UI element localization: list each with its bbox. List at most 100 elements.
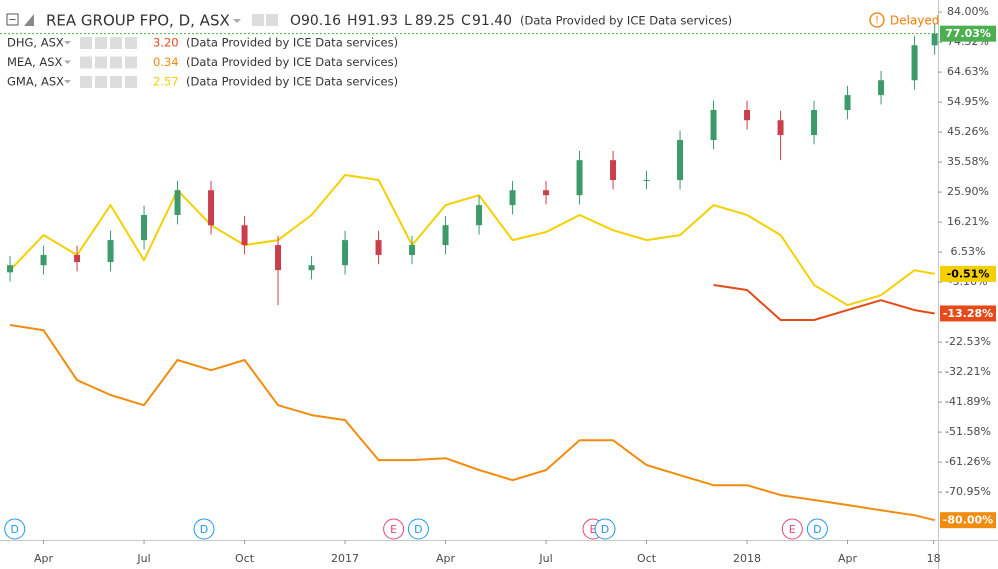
ohlc-legend: O 90.16 H 91.93 L 89.25 C 91.40: [290, 13, 512, 29]
candle-body: [308, 265, 315, 271]
row-button[interactable]: [80, 56, 92, 69]
x-tick-label: 2018: [733, 552, 761, 565]
y-tick-label: -41.89%: [945, 395, 991, 408]
candle-body: [375, 240, 382, 255]
row-button[interactable]: [95, 37, 107, 49]
y-tick-label: -22.53%: [945, 335, 991, 348]
y-tick-label: 16.21%: [947, 215, 989, 228]
y-tick-label: -51.58%: [945, 425, 991, 438]
candle-body: [342, 240, 349, 266]
series-price: 3.20: [153, 36, 179, 50]
dropdown-arrow[interactable]: [64, 41, 71, 45]
candle-body: [476, 205, 483, 226]
candle-body: [576, 160, 583, 196]
data-source: (Data Provided by ICE Data services): [186, 36, 398, 50]
ohlc-value: 91.93: [358, 13, 398, 29]
event-marker[interactable]: [383, 518, 405, 540]
y-tick-label: 45.26%: [947, 125, 989, 138]
price-badge-label: -13.28%: [943, 307, 993, 320]
event-marker[interactable]: [193, 518, 215, 540]
candle-body: [610, 160, 617, 180]
candle-body: [141, 215, 148, 241]
event-label: E: [390, 523, 397, 536]
row-button[interactable]: [95, 76, 107, 88]
x-tick-label: Oct: [235, 552, 255, 565]
x-tick-label: Apr: [436, 552, 456, 565]
candle-body: [777, 120, 784, 136]
row-button[interactable]: [110, 56, 122, 69]
row-button[interactable]: [125, 76, 137, 88]
series-name: MEA, ASX: [7, 55, 63, 69]
event-marker[interactable]: [594, 518, 616, 540]
candle-body: [409, 245, 416, 255]
ohlc-value: 89.25: [415, 13, 455, 29]
price-badge: [940, 265, 996, 282]
x-tick-label: Apr: [34, 552, 54, 565]
price-badge: [940, 25, 996, 42]
ohlc-value: 91.40: [472, 13, 512, 29]
row-button[interactable]: [95, 56, 107, 69]
compare-legend: DHG, ASX 3.20 (Data Provided by ICE Data s…: [7, 36, 398, 89]
row-button[interactable]: [125, 56, 137, 69]
candle-body: [241, 225, 248, 246]
candle-body: [509, 190, 516, 206]
y-tick-label: -61.26%: [945, 455, 991, 468]
candle-body: [174, 190, 181, 216]
series-line: [9, 174, 935, 307]
candle-body: [744, 109, 751, 121]
y-tick-label: 6.53%: [951, 245, 986, 258]
x-tick-label: Jul: [136, 552, 150, 565]
row-button[interactable]: [110, 37, 122, 49]
series-line: [9, 324, 935, 522]
event-label: D: [10, 523, 18, 536]
dropdown-arrow[interactable]: [233, 19, 241, 23]
candle-body: [878, 80, 885, 96]
event-marker[interactable]: [4, 518, 26, 540]
series-name: DHG, ASX: [7, 36, 64, 50]
x-tick-label: 2017: [331, 552, 359, 565]
price-badge-label: 77.03%: [945, 27, 991, 40]
data-source: (Data Provided by ICE Data services): [520, 14, 732, 28]
event-label: D: [601, 523, 609, 536]
row-button[interactable]: [80, 37, 92, 49]
ohlc-key: H: [347, 13, 358, 29]
candle-body: [275, 245, 282, 271]
ohlc-key: O: [290, 13, 301, 29]
series-price: 2.57: [153, 75, 179, 89]
candle-body: [911, 45, 918, 81]
dropdown-arrow[interactable]: [64, 80, 71, 84]
price-badge-label: -0.51%: [947, 267, 990, 280]
delayed-status: Delayed: [890, 14, 939, 28]
candle-body: [7, 265, 14, 273]
y-tick-label: 35.58%: [947, 155, 989, 168]
symbol-icon: [24, 14, 34, 26]
y-tick-label: -70.95%: [945, 485, 991, 498]
y-tick-label: 64.63%: [947, 65, 989, 78]
y-tick-label: 84.00%: [947, 5, 989, 18]
event-marker[interactable]: [806, 518, 828, 540]
event-label: D: [200, 523, 208, 536]
ohlc-key: L: [404, 13, 412, 29]
row-button[interactable]: [80, 76, 92, 88]
x-tick-label: Oct: [637, 552, 657, 565]
candle-body: [208, 190, 215, 226]
candle-body: [107, 240, 114, 263]
event-label: E: [789, 523, 796, 536]
row-button[interactable]: [110, 76, 122, 88]
candle-body: [543, 190, 550, 196]
candle-body: [844, 95, 851, 110]
y-tick-label: 25.90%: [947, 185, 989, 198]
settings-button[interactable]: [252, 14, 264, 26]
event-label: D: [813, 523, 821, 536]
row-button[interactable]: [125, 37, 137, 49]
y-tick-label: -32.21%: [945, 365, 991, 378]
collapse-button[interactable]: [6, 13, 19, 26]
dropdown-arrow[interactable]: [64, 60, 71, 65]
hide-button[interactable]: [266, 14, 278, 26]
candle-body: [40, 254, 47, 266]
candle-body: [677, 140, 684, 180]
event-marker[interactable]: [407, 518, 429, 540]
event-marker[interactable]: [781, 518, 803, 540]
